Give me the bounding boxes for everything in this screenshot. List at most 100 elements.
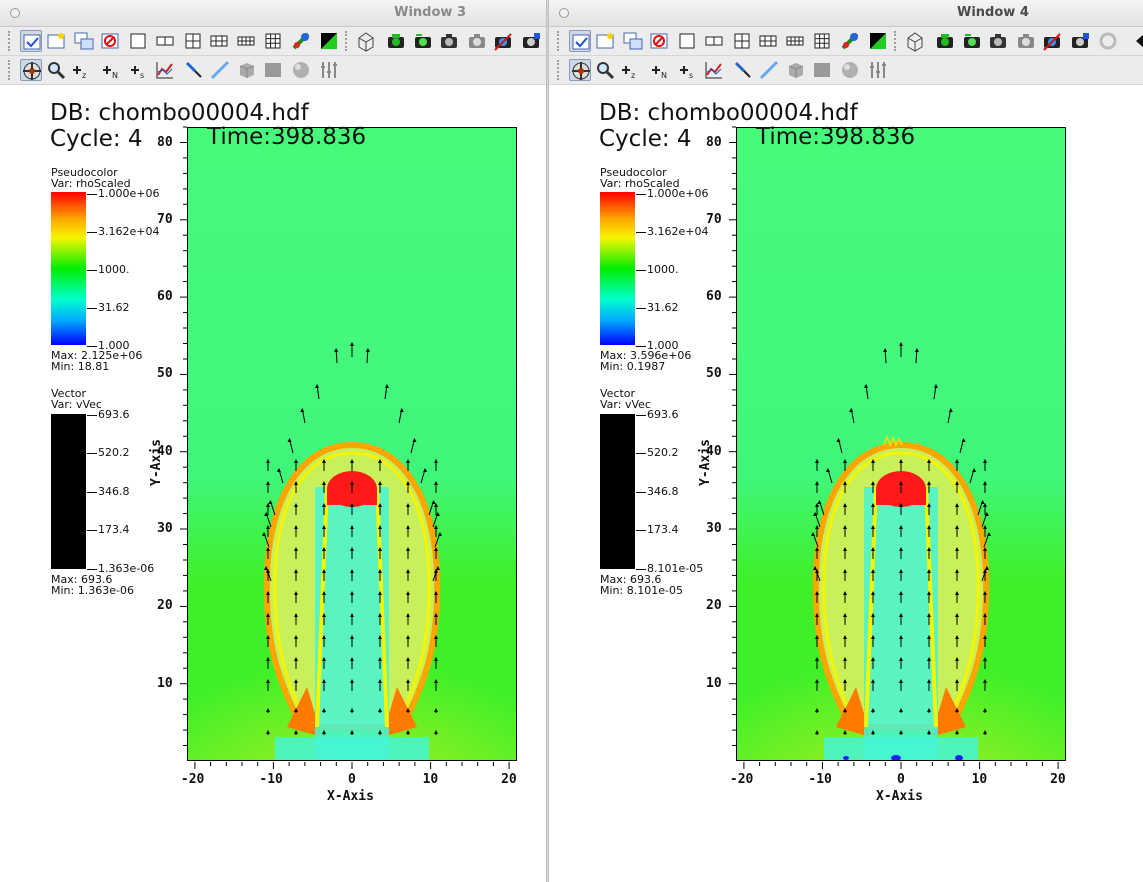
pick-point-icon[interactable]	[183, 59, 205, 81]
pseudocolor-legend-title: Pseudocolor	[600, 166, 667, 179]
invert-colors-icon[interactable]	[867, 30, 889, 52]
expand-arrow-icon[interactable]	[1129, 30, 1143, 52]
pick-surface-icon[interactable]: s	[128, 59, 150, 81]
pick-point-icon[interactable]	[732, 59, 754, 81]
layout-2x4-icon[interactable]	[784, 30, 806, 52]
layout-3x3-icon[interactable]	[811, 30, 833, 52]
x-axis-tick-label: -10	[259, 772, 283, 787]
layout-2x2-icon[interactable]	[182, 30, 204, 52]
zoom-icon[interactable]	[45, 59, 67, 81]
layout-1x1-icon[interactable]	[676, 30, 698, 52]
window-divider[interactable]	[546, 0, 548, 882]
camera-save-icon[interactable]	[438, 30, 460, 52]
y-axis-tick-label: 70	[157, 211, 173, 227]
camera-blue-icon[interactable]	[1069, 30, 1091, 52]
layout-1x2-icon[interactable]	[703, 30, 725, 52]
pseudocolor-tick-label: 1000.	[87, 264, 130, 275]
visualization-area[interactable]: DB: chombo00004.hdf Cycle: 4 Pseudocolor Va…	[549, 85, 1143, 882]
pick-zone-icon[interactable]: z	[70, 59, 92, 81]
y-axis-tick-label: 40	[157, 443, 173, 459]
layout-2x2-icon[interactable]	[731, 30, 753, 52]
layout-2x3-icon[interactable]	[208, 30, 230, 52]
pseudocolor-legend-var: Var: rhoScaled	[51, 177, 131, 190]
plane-tool-icon[interactable]	[811, 59, 833, 81]
lineout-icon[interactable]	[703, 59, 725, 81]
visualization-area[interactable]: DB: chombo00004.hdf Cycle: 4 Pseudocolor Va…	[0, 85, 546, 882]
vector-max: Max: 693.6	[600, 573, 662, 586]
window-menu-dot-icon[interactable]	[10, 8, 20, 18]
sphere-tool-icon[interactable]	[290, 59, 312, 81]
axis-tool-icon[interactable]	[867, 59, 889, 81]
window-menu-dot-icon[interactable]	[559, 8, 569, 18]
camera-flip-icon[interactable]	[412, 30, 434, 52]
sphere-tool-icon[interactable]	[839, 59, 861, 81]
pseudocolor-tick-label: 3.162e+04	[636, 226, 708, 237]
layout-3x3-icon[interactable]	[262, 30, 284, 52]
vector-tick-label: 520.2	[636, 447, 679, 458]
y-axis-tick-label: 10	[157, 675, 173, 691]
camera-cross-icon[interactable]	[1041, 30, 1063, 52]
window-title-bar[interactable]: Window 4	[549, 0, 1143, 27]
plane-tool-icon[interactable]	[262, 59, 284, 81]
layout-2x4-icon[interactable]	[235, 30, 257, 52]
pick-node-icon[interactable]: N	[649, 59, 671, 81]
toolbar-grip-icon[interactable]	[8, 31, 14, 51]
y-axis-tick-label: 80	[706, 134, 722, 150]
window-title-bar[interactable]: Window 3	[0, 0, 546, 27]
lock-view-icon[interactable]	[290, 30, 312, 52]
layout-1x2-icon[interactable]	[154, 30, 176, 52]
camera-green-icon[interactable]	[934, 30, 956, 52]
toolbar-grip-icon[interactable]	[557, 31, 563, 51]
camera-green-icon[interactable]	[385, 30, 407, 52]
reset-view-icon[interactable]	[355, 30, 377, 52]
new-window-icon[interactable]	[594, 30, 616, 52]
navigate-icon[interactable]	[569, 59, 591, 81]
line-tool-icon[interactable]	[758, 59, 780, 81]
camera-save-icon[interactable]	[987, 30, 1009, 52]
camera-grey-icon[interactable]	[1015, 30, 1037, 52]
toolbar-grip-icon[interactable]	[894, 31, 900, 51]
active-window-icon[interactable]	[20, 30, 42, 52]
toolbar-grip-icon[interactable]	[8, 60, 14, 80]
clone-window-icon[interactable]	[73, 30, 95, 52]
lineout-icon[interactable]	[154, 59, 176, 81]
new-window-icon[interactable]	[45, 30, 67, 52]
camera-grey-icon[interactable]	[466, 30, 488, 52]
pseudocolor-legend-var: Var: rhoScaled	[600, 177, 680, 190]
lock-view-icon[interactable]	[839, 30, 861, 52]
pick-surface-icon[interactable]: s	[677, 59, 699, 81]
pick-zone-icon[interactable]: z	[619, 59, 641, 81]
pseudocolor-tick-label: 1.000	[87, 340, 130, 351]
spin-icon[interactable]	[1097, 30, 1119, 52]
vector-tick-label: 693.6	[636, 409, 679, 420]
vector-tick-label: 8.101e-05	[636, 563, 703, 574]
layout-2x3-icon[interactable]	[757, 30, 779, 52]
y-axis-tick-label: 80	[157, 134, 173, 150]
active-window-icon[interactable]	[569, 30, 591, 52]
invert-colors-icon[interactable]	[318, 30, 340, 52]
pseudocolor-tick-label: 31.62	[87, 302, 130, 313]
axis-tool-icon[interactable]	[318, 59, 340, 81]
layout-1x1-icon[interactable]	[127, 30, 149, 52]
box-tool-icon[interactable]	[785, 59, 807, 81]
zoom-icon[interactable]	[594, 59, 616, 81]
camera-blue-icon[interactable]	[520, 30, 542, 52]
navigate-icon[interactable]	[20, 59, 42, 81]
delete-window-icon[interactable]	[648, 30, 670, 52]
box-tool-icon[interactable]	[236, 59, 258, 81]
camera-cross-icon[interactable]	[492, 30, 514, 52]
camera-flip-icon[interactable]	[961, 30, 983, 52]
pseudocolor-plot[interactable]	[736, 127, 1066, 761]
toolbar-grip-icon[interactable]	[345, 31, 351, 51]
clone-window-icon[interactable]	[622, 30, 644, 52]
cycle-label: Cycle: 4	[599, 126, 692, 152]
pick-node-icon[interactable]: N	[100, 59, 122, 81]
delete-window-icon[interactable]	[99, 30, 121, 52]
reset-view-icon[interactable]	[904, 30, 926, 52]
y-axis-tick-label: 30	[157, 521, 173, 536]
toolbar-grip-icon[interactable]	[557, 60, 563, 80]
line-tool-icon[interactable]	[209, 59, 231, 81]
y-axis-tick-label: 60	[157, 289, 173, 305]
pseudocolor-min: Min: 18.81	[51, 360, 110, 373]
pseudocolor-plot[interactable]	[187, 127, 517, 761]
